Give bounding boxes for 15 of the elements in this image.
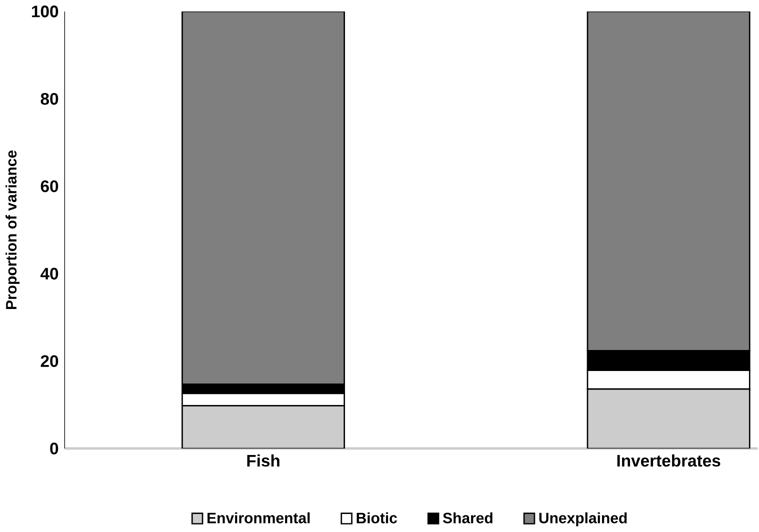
legend-label: Environmental [208,512,310,524]
x-tick-label: Invertebrates [617,454,720,466]
bar [586,11,750,352]
y-axis-title: Proportion of variance [6,150,20,309]
y-tick-label: 20 [40,355,58,367]
bar [182,11,345,385]
legend-label: Biotic [356,512,398,524]
y-tick-label: 0 [50,442,58,454]
legend-label: Shared [442,512,492,524]
y-tick-label: 100 [32,5,58,18]
y-tick-label: 80 [40,92,58,105]
x-tick-label: Fish [247,454,280,466]
y-tick-label: 60 [40,180,58,192]
legend-label: Unexplained [539,512,627,526]
y-tick-label: 40 [40,268,58,280]
